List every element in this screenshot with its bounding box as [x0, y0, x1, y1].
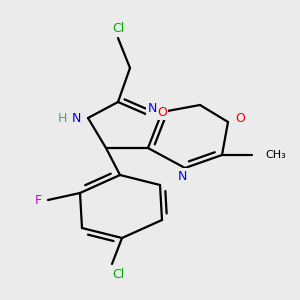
- Text: Cl: Cl: [112, 268, 124, 281]
- Text: F: F: [34, 194, 42, 206]
- Text: CH₃: CH₃: [265, 150, 286, 160]
- Text: N: N: [147, 101, 157, 115]
- Text: N: N: [177, 169, 187, 182]
- Text: N: N: [71, 112, 81, 124]
- Text: O: O: [157, 106, 167, 118]
- Text: Cl: Cl: [112, 22, 124, 34]
- Text: O: O: [235, 112, 245, 124]
- Text: H: H: [57, 112, 67, 124]
